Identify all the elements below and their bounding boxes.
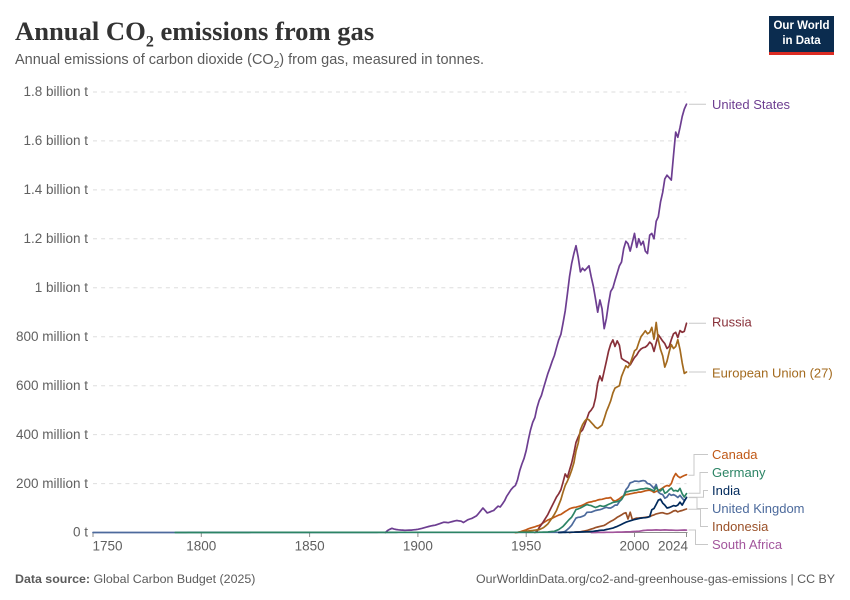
svg-text:1.8 billion t: 1.8 billion t: [23, 85, 88, 99]
svg-text:1800: 1800: [186, 539, 216, 554]
svg-text:2024: 2024: [658, 539, 689, 554]
svg-text:2000: 2000: [619, 539, 649, 554]
svg-text:Russia: Russia: [712, 314, 753, 329]
svg-text:200 million t: 200 million t: [16, 476, 88, 491]
svg-text:1900: 1900: [403, 539, 433, 554]
svg-text:1 billion t: 1 billion t: [35, 280, 89, 295]
svg-text:1850: 1850: [295, 539, 325, 554]
svg-text:1950: 1950: [511, 539, 541, 554]
svg-text:United States: United States: [712, 97, 791, 112]
svg-text:Germany: Germany: [712, 465, 766, 480]
svg-text:United Kingdom: United Kingdom: [712, 501, 805, 516]
svg-text:European Union (27): European Union (27): [712, 365, 833, 380]
svg-text:1.6 billion t: 1.6 billion t: [23, 133, 88, 148]
svg-text:0 t: 0 t: [73, 525, 88, 540]
svg-text:400 million t: 400 million t: [16, 427, 88, 442]
svg-text:1.2 billion t: 1.2 billion t: [23, 231, 88, 246]
svg-text:1.4 billion t: 1.4 billion t: [23, 182, 88, 197]
svg-text:800 million t: 800 million t: [16, 329, 88, 344]
svg-text:600 million t: 600 million t: [16, 378, 88, 393]
svg-text:Canada: Canada: [712, 447, 758, 462]
svg-text:1750: 1750: [93, 539, 123, 554]
svg-text:India: India: [712, 483, 741, 498]
svg-text:Indonesia: Indonesia: [712, 519, 769, 534]
svg-text:South Africa: South Africa: [712, 537, 783, 552]
